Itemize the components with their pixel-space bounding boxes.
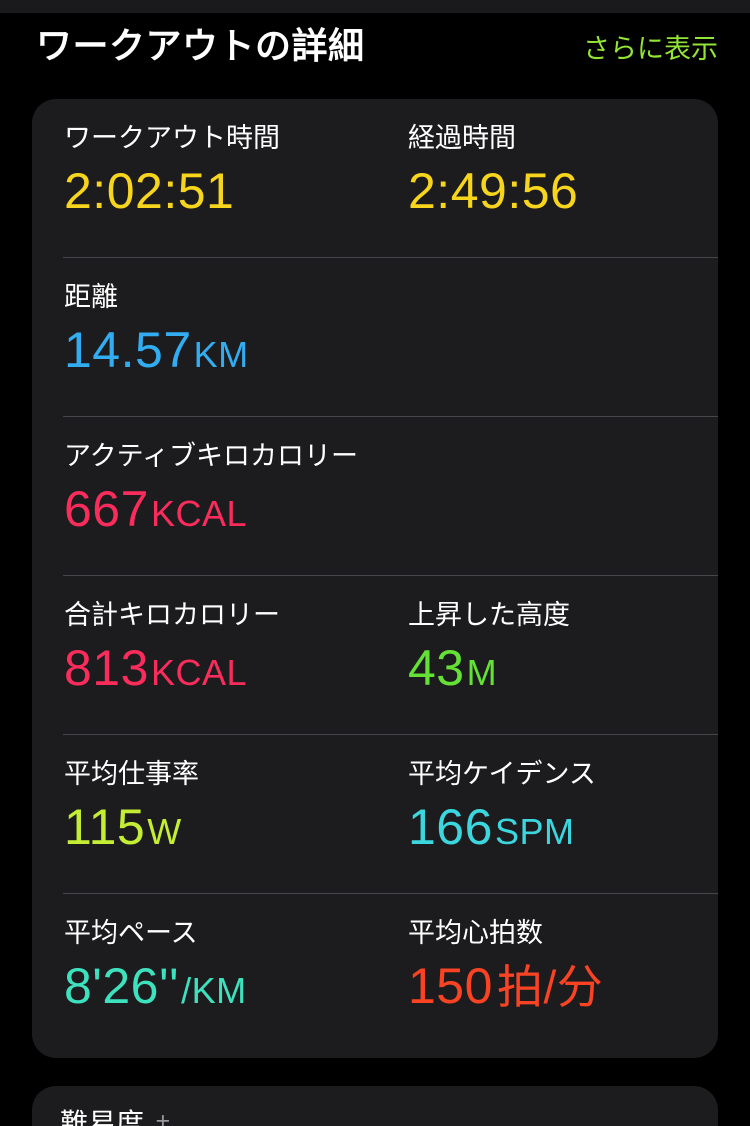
row-divider [63, 734, 718, 735]
difficulty-header: 難易度 ± [60, 1102, 690, 1126]
stat-label: 上昇した高度 [408, 600, 570, 630]
stat-average-cadence: 平均ケイデンス 166SPM [408, 756, 688, 870]
stats-row: 距離 14.57KM [32, 258, 718, 416]
stat-average-pace: 平均ペース 8'26''/KM [64, 915, 408, 1029]
stats-row: 平均ペース 8'26''/KM 平均心拍数 150拍/分 [32, 894, 718, 1052]
stat-label: 平均ケイデンス [408, 759, 596, 789]
stat-elapsed-time: 経過時間 2:49:56 [408, 120, 688, 234]
stat-value: 43M [408, 640, 498, 696]
stat-label: 経過時間 [408, 123, 516, 153]
stat-workout-time: ワークアウト時間 2:02:51 [64, 120, 408, 234]
stat-average-power: 平均仕事率 115W [64, 756, 408, 870]
stat-value: 667KCAL [64, 481, 247, 537]
row-divider [63, 575, 718, 576]
stat-average-heart-rate: 平均心拍数 150拍/分 [408, 915, 688, 1029]
difficulty-card: 難易度 ± 8 きつい [32, 1086, 718, 1126]
stat-label: アクティブキロカロリー [64, 441, 359, 471]
stat-total-kilocalories: 合計キロカロリー 813KCAL [64, 597, 408, 711]
stat-elevation-gain: 上昇した高度 43M [408, 597, 688, 711]
previous-card-bottom-edge [0, 0, 750, 13]
stat-label: ワークアウト時間 [64, 123, 280, 153]
stat-value: 115W [64, 799, 182, 855]
stat-label: 平均仕事率 [64, 759, 199, 789]
stat-value: 150拍/分 [408, 958, 604, 1014]
stats-row: アクティブキロカロリー 667KCAL [32, 417, 718, 575]
show-more-button[interactable]: さらに表示 [583, 34, 718, 64]
workout-stats-card: ワークアウト時間 2:02:51 経過時間 2:49:56 距離 14.57KM… [32, 99, 718, 1058]
stat-value: 2:49:56 [408, 163, 579, 219]
section-header: ワークアウトの詳細 さらに表示 [0, 13, 750, 69]
row-divider [63, 416, 718, 417]
stat-value: 14.57KM [64, 322, 249, 378]
stat-value: 813KCAL [64, 640, 247, 696]
stat-value: 2:02:51 [64, 163, 235, 219]
row-divider [63, 257, 718, 258]
stat-distance: 距離 14.57KM [64, 279, 688, 393]
page-title: ワークアウトの詳細 [36, 25, 365, 66]
stats-row: 平均仕事率 115W 平均ケイデンス 166SPM [32, 735, 718, 893]
row-divider [63, 893, 718, 894]
stats-row: 合計キロカロリー 813KCAL 上昇した高度 43M [32, 576, 718, 734]
stat-label: 距離 [64, 282, 118, 312]
stats-row: ワークアウト時間 2:02:51 経過時間 2:49:56 [32, 99, 718, 257]
stat-label: 平均心拍数 [408, 918, 543, 948]
stat-active-kilocalories: アクティブキロカロリー 667KCAL [64, 438, 688, 552]
plus-minus-adjust-icon[interactable]: ± [156, 1108, 170, 1126]
stat-label: 合計キロカロリー [64, 600, 280, 630]
stat-label: 平均ペース [64, 918, 198, 948]
stat-value: 166SPM [408, 799, 575, 855]
difficulty-title: 難易度 [60, 1108, 145, 1126]
stat-value: 8'26''/KM [64, 958, 247, 1014]
